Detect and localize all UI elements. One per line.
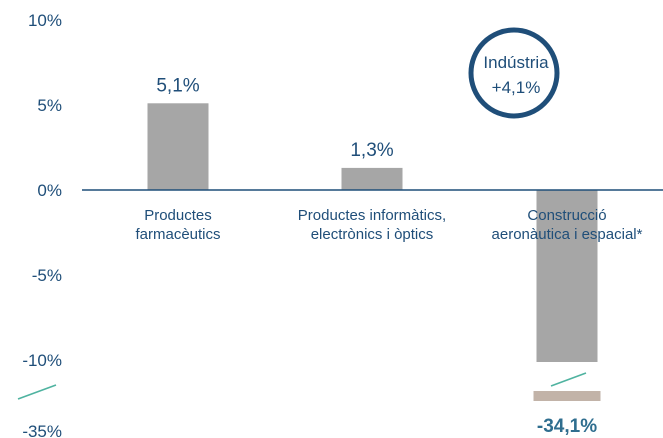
y-tick-label: 5% xyxy=(37,96,62,115)
category-label: Productes informàtics, xyxy=(298,207,446,224)
bar xyxy=(341,167,403,190)
category-label: electrònics i òptics xyxy=(311,226,434,243)
y-tick-label: -35% xyxy=(22,422,62,438)
data-label: 1,3% xyxy=(350,140,393,161)
y-tick-label: 10% xyxy=(28,11,62,30)
axis-break-mark xyxy=(17,384,57,400)
data-label: -34,1% xyxy=(537,416,597,437)
category-label: aeronàutica i espacial* xyxy=(492,226,643,243)
category-label: farmacèutics xyxy=(135,226,220,243)
category-label: Productes xyxy=(144,207,212,224)
callout-ring xyxy=(468,27,560,119)
data-label: 5,1% xyxy=(156,75,199,96)
category-labels: Productes farmacèutics Productes informàti… xyxy=(135,207,642,243)
bar xyxy=(147,103,209,190)
callout-line-2: +4,1% xyxy=(492,78,541,97)
y-tick-label: 0% xyxy=(37,181,62,200)
bar-tail-segment xyxy=(533,391,601,401)
bars xyxy=(147,103,601,401)
y-tick-label: -5% xyxy=(32,266,62,285)
axis-break-marks xyxy=(17,372,587,400)
data-labels: 5,1% 1,3% -34,1% xyxy=(156,75,597,437)
callout-line-1: Indústria xyxy=(483,53,549,72)
y-axis-ticks: 10% 5% 0% -5% -10% -35% xyxy=(22,11,62,438)
category-label: Construcció xyxy=(527,207,606,224)
bar-break-mark xyxy=(550,372,587,387)
y-tick-label: -10% xyxy=(22,351,62,370)
industry-callout: Indústria +4,1% xyxy=(468,27,560,119)
bar xyxy=(536,190,598,362)
